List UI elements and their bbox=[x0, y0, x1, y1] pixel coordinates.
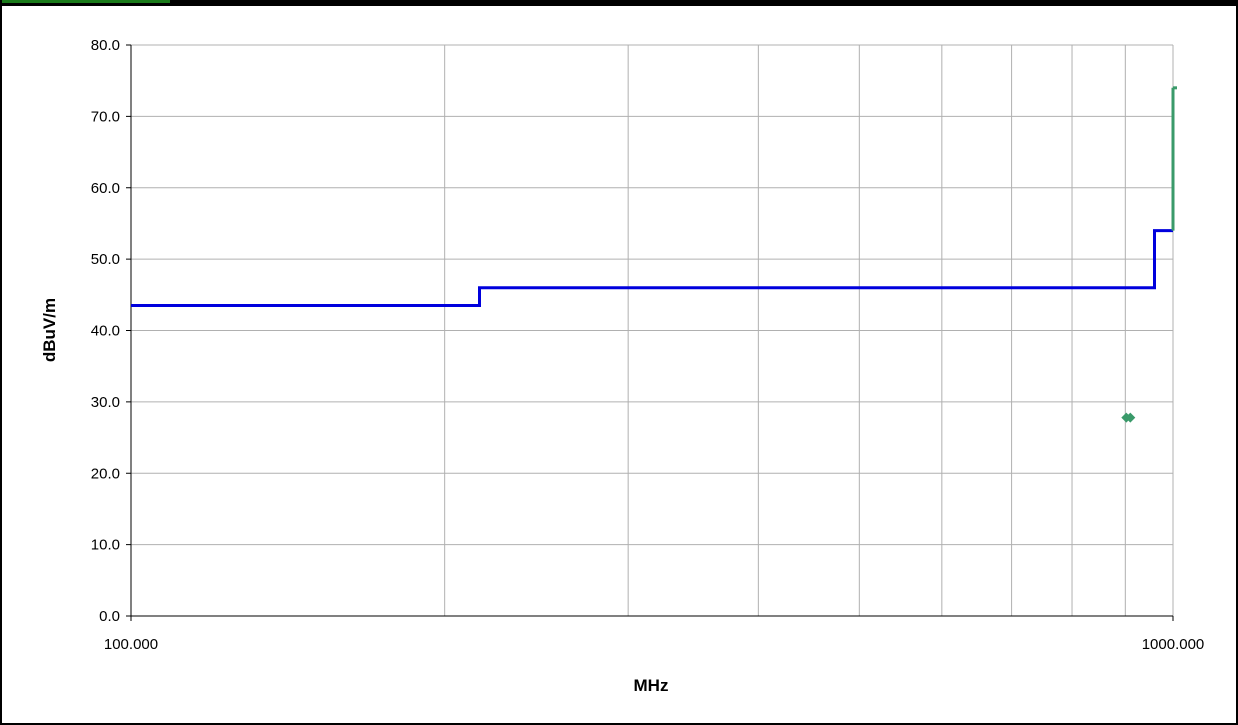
grid-lines bbox=[131, 44, 1174, 616]
data-series bbox=[131, 86, 1177, 423]
y-tick-label: 10.0 bbox=[91, 537, 120, 554]
y-tick-label: 40.0 bbox=[91, 323, 120, 340]
series-line-0 bbox=[131, 229, 1173, 307]
x-axis-title: MHz bbox=[634, 676, 669, 695]
y-axis-title: dBuV/m bbox=[40, 298, 59, 362]
y-tick-label: 50.0 bbox=[91, 251, 120, 268]
x-tick-label: 1000.000 bbox=[1142, 636, 1205, 653]
y-tick-label: 80.0 bbox=[91, 37, 120, 54]
y-tick-label: 30.0 bbox=[91, 394, 120, 411]
y-tick-label: 0.0 bbox=[99, 608, 120, 625]
data-point-diamond bbox=[1125, 412, 1136, 423]
y-tick-label: 70.0 bbox=[91, 108, 120, 125]
x-tick-label: 100.000 bbox=[104, 636, 158, 653]
top-header-strip bbox=[0, 0, 1238, 6]
y-tick-label: 20.0 bbox=[91, 465, 120, 482]
y-tick-label: 60.0 bbox=[91, 180, 120, 197]
axes: 0.0 10.0 20.0 30.0 40.0 50.0 60.0 70.0 80.0 100.0… bbox=[91, 37, 1204, 653]
top-accent-bar bbox=[0, 0, 170, 3]
